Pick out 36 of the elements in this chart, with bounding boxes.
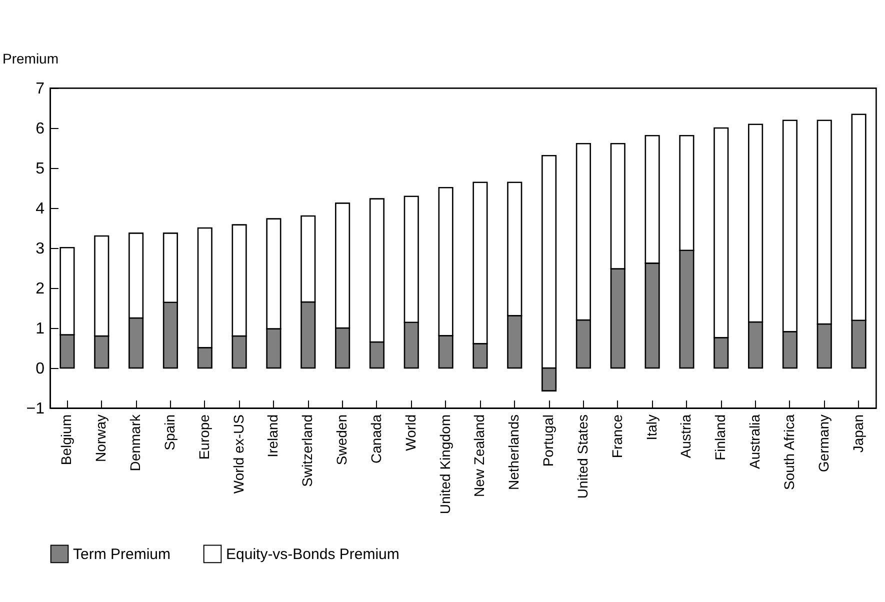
y-tick-label: 0 — [36, 360, 45, 378]
x-tick-label: Netherlands — [506, 414, 522, 490]
y-tick-label: 3 — [36, 240, 45, 258]
y-axis-title: Premium — [2, 50, 59, 66]
x-tick-label: Norway — [92, 414, 109, 462]
x-tick-label: Spain — [161, 414, 178, 450]
x-tick-label: Sweden — [334, 414, 350, 466]
legend-label: Term Premium — [73, 546, 171, 563]
legend-label: Equity-vs-Bonds Premium — [226, 546, 400, 563]
x-tick-label: Denmark — [127, 414, 144, 472]
y-tick-label: 7 — [36, 80, 45, 98]
y-tick-label: 2 — [36, 280, 45, 298]
x-tick-label: Japan — [850, 414, 866, 453]
x-tick-label: Italy — [643, 414, 660, 440]
x-tick-label: Canada — [368, 414, 384, 464]
x-tick-label: Europe — [196, 414, 212, 460]
x-tick-label: Australia — [746, 414, 763, 469]
x-tick-label: Germany — [815, 414, 832, 472]
y-tick-label: 4 — [36, 200, 45, 218]
x-tick-label: Portugal — [540, 414, 556, 467]
x-tick-label: New Zealand — [471, 414, 488, 497]
y-tick-label: −1 — [26, 400, 45, 418]
x-tick-label: Ireland — [264, 414, 281, 458]
y-tick-label: 5 — [36, 160, 45, 178]
x-tick-label: Finland — [712, 414, 728, 460]
x-tick-label: South Africa — [780, 414, 797, 490]
x-tick-label: World — [402, 414, 418, 451]
x-tick-label: United States — [574, 414, 590, 499]
x-tick-label: Switzerland — [299, 414, 316, 487]
x-tick-label: France — [608, 414, 625, 458]
x-tick-label: United Kingdom — [436, 414, 453, 514]
x-tick-label: Austria — [678, 414, 694, 458]
y-tick-label: 1 — [36, 320, 45, 338]
x-tick-label: Belgium — [58, 414, 74, 466]
y-tick-label: 6 — [36, 120, 45, 138]
x-tick-label: World ex-US — [230, 414, 246, 494]
